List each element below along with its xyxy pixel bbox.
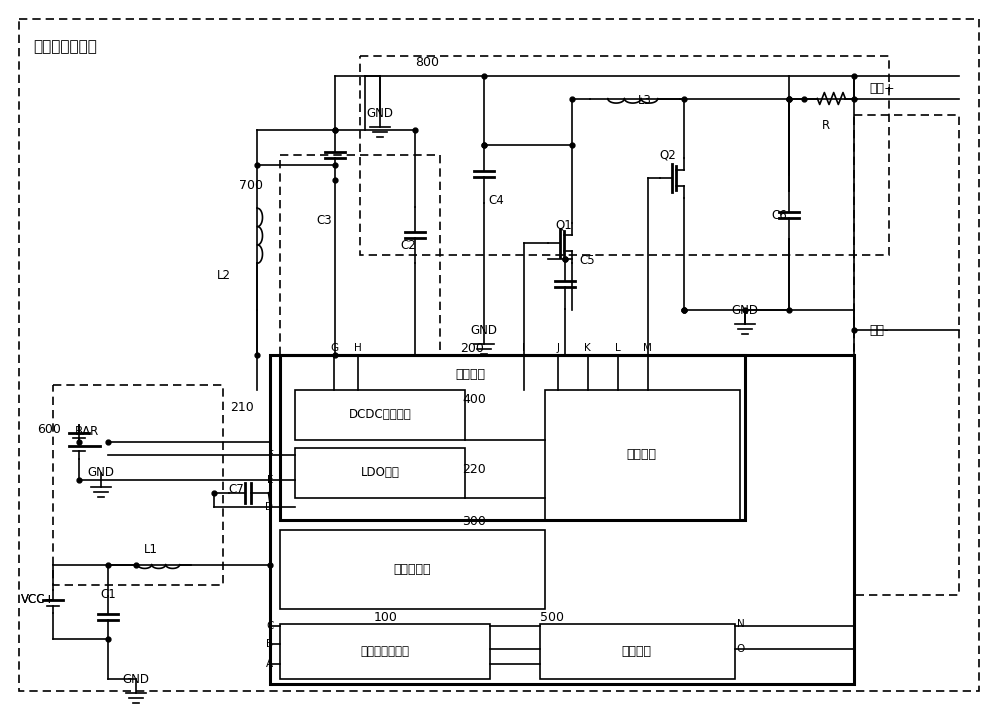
Text: 输出-: 输出- xyxy=(869,323,889,337)
Text: 运放模块: 运放模块 xyxy=(622,645,652,658)
Text: D: D xyxy=(265,502,273,512)
Bar xyxy=(295,390,465,440)
Text: 200: 200 xyxy=(460,342,484,354)
Text: 驱动模块: 驱动模块 xyxy=(627,448,657,462)
Bar xyxy=(280,355,745,520)
Text: F: F xyxy=(268,450,273,460)
Text: 控制器模块: 控制器模块 xyxy=(393,563,431,576)
Text: C: C xyxy=(266,622,273,632)
Text: GND: GND xyxy=(122,673,149,686)
Text: C7: C7 xyxy=(229,484,244,496)
Text: 电源模块: 电源模块 xyxy=(455,369,485,381)
Text: E: E xyxy=(267,475,273,485)
Text: GND: GND xyxy=(471,323,498,337)
Bar xyxy=(545,390,740,520)
Text: B: B xyxy=(266,640,273,649)
Text: 800: 800 xyxy=(415,56,439,69)
Text: I: I xyxy=(522,343,525,353)
Text: VCC+: VCC+ xyxy=(21,593,55,606)
Bar xyxy=(53,385,223,584)
Text: C5: C5 xyxy=(580,254,595,267)
Text: Q1: Q1 xyxy=(555,219,572,232)
Text: BAR: BAR xyxy=(75,425,99,438)
Text: 升压型充电模块: 升压型充电模块 xyxy=(361,645,410,658)
Text: C2: C2 xyxy=(400,239,416,252)
Text: H: H xyxy=(354,343,362,353)
Text: 输出+: 输出+ xyxy=(869,82,895,95)
Text: GND: GND xyxy=(87,467,114,479)
Text: Q2: Q2 xyxy=(660,149,676,162)
Bar xyxy=(270,355,854,684)
Text: C6: C6 xyxy=(771,208,787,222)
Text: C3: C3 xyxy=(316,213,332,227)
Text: O: O xyxy=(737,644,745,654)
Text: 210: 210 xyxy=(230,401,253,414)
Text: L1: L1 xyxy=(144,543,158,556)
Text: C1: C1 xyxy=(101,588,117,601)
Text: M: M xyxy=(643,343,652,353)
Text: LDO模块: LDO模块 xyxy=(361,467,400,479)
Text: 300: 300 xyxy=(462,515,486,528)
Text: L2: L2 xyxy=(217,269,231,281)
Text: VCC+: VCC+ xyxy=(21,593,55,606)
Bar xyxy=(540,625,735,679)
Text: 100: 100 xyxy=(373,611,397,624)
Text: 降压型集成电路: 降压型集成电路 xyxy=(33,39,97,54)
Text: L3: L3 xyxy=(638,94,652,107)
Bar xyxy=(280,530,545,610)
Text: J: J xyxy=(556,343,559,353)
Text: 600: 600 xyxy=(37,423,61,436)
Bar xyxy=(854,116,959,595)
Bar xyxy=(280,155,440,355)
Text: N: N xyxy=(737,620,744,630)
Text: C4: C4 xyxy=(488,194,504,207)
Text: GND: GND xyxy=(731,303,758,317)
Text: K: K xyxy=(584,343,591,353)
Bar xyxy=(360,55,889,255)
Text: 400: 400 xyxy=(462,393,486,406)
Text: GND: GND xyxy=(367,107,394,120)
Text: DCDC升压模块: DCDC升压模块 xyxy=(349,408,412,421)
Bar xyxy=(295,448,465,498)
Text: 500: 500 xyxy=(540,611,564,624)
Text: R: R xyxy=(822,119,830,132)
Text: 220: 220 xyxy=(462,463,486,476)
Text: 700: 700 xyxy=(239,179,263,192)
Bar xyxy=(280,625,490,679)
Text: L: L xyxy=(615,343,621,353)
Text: A: A xyxy=(266,659,273,669)
Text: G: G xyxy=(330,343,338,353)
